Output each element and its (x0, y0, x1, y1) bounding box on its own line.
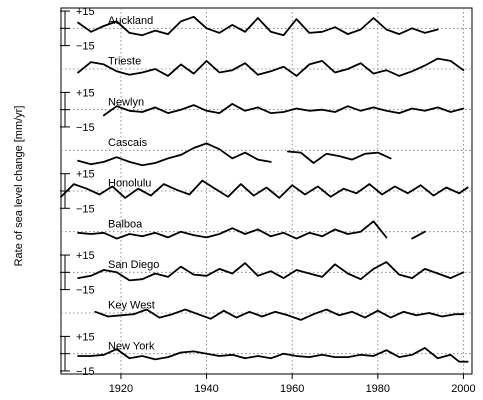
station-label: Cascais (108, 137, 148, 149)
station-label: San Diego (108, 259, 159, 271)
scale-upper-label: +15 (76, 6, 95, 18)
x-tick-label: 1980 (366, 383, 390, 395)
x-tick-label: 1960 (280, 383, 304, 395)
x-axis-ticks: 1920 1940 1960 1980 2000 (109, 374, 476, 395)
scale-lower-label: −15 (76, 122, 95, 134)
series-line-trieste (77, 57, 465, 77)
series-line-key-west (94, 308, 465, 321)
x-tick-label: 1920 (109, 383, 133, 395)
series-line-balboa (77, 220, 388, 240)
scale-upper-label: +15 (76, 331, 95, 343)
y-axis-label: Rate of sea level change [mm/yr] (13, 106, 25, 267)
series-line-cascais (77, 142, 272, 167)
x-tick-label: 2000 (451, 383, 475, 395)
scale-upper-label: +15 (76, 87, 95, 99)
station-label: Trieste (108, 56, 141, 68)
series-line-new-york (77, 346, 469, 363)
scale-lower-label: −15 (76, 203, 95, 215)
series-line-honolulu (60, 179, 469, 199)
station-labels: Auckland Trieste Newlyn Cascais Honolulu Balb… (108, 15, 159, 352)
series-line-balboa (411, 230, 426, 240)
scale-lower-label: −15 (76, 285, 95, 297)
series-line-auckland (77, 15, 439, 37)
station-label: Key West (108, 300, 155, 312)
station-label: Balboa (108, 218, 143, 230)
scale-lower-label: −15 (76, 41, 95, 53)
scale-bars: +15 −15 +15 −15 +15 −15 +15 −15 +15 −15 (60, 6, 95, 378)
scale-upper-label: +15 (76, 169, 95, 181)
station-label: Newlyn (108, 96, 144, 108)
scale-lower-label: −15 (76, 366, 95, 378)
scale-upper-label: +15 (76, 250, 95, 262)
series-line-cascais (286, 150, 392, 164)
series-line-newlyn (102, 103, 465, 117)
station-label: Auckland (108, 15, 153, 27)
series-line-san-diego (77, 261, 465, 282)
x-tick-label: 1940 (194, 383, 218, 395)
series-group (60, 15, 469, 363)
station-label: New York (108, 340, 155, 352)
station-label: Honolulu (108, 178, 151, 190)
